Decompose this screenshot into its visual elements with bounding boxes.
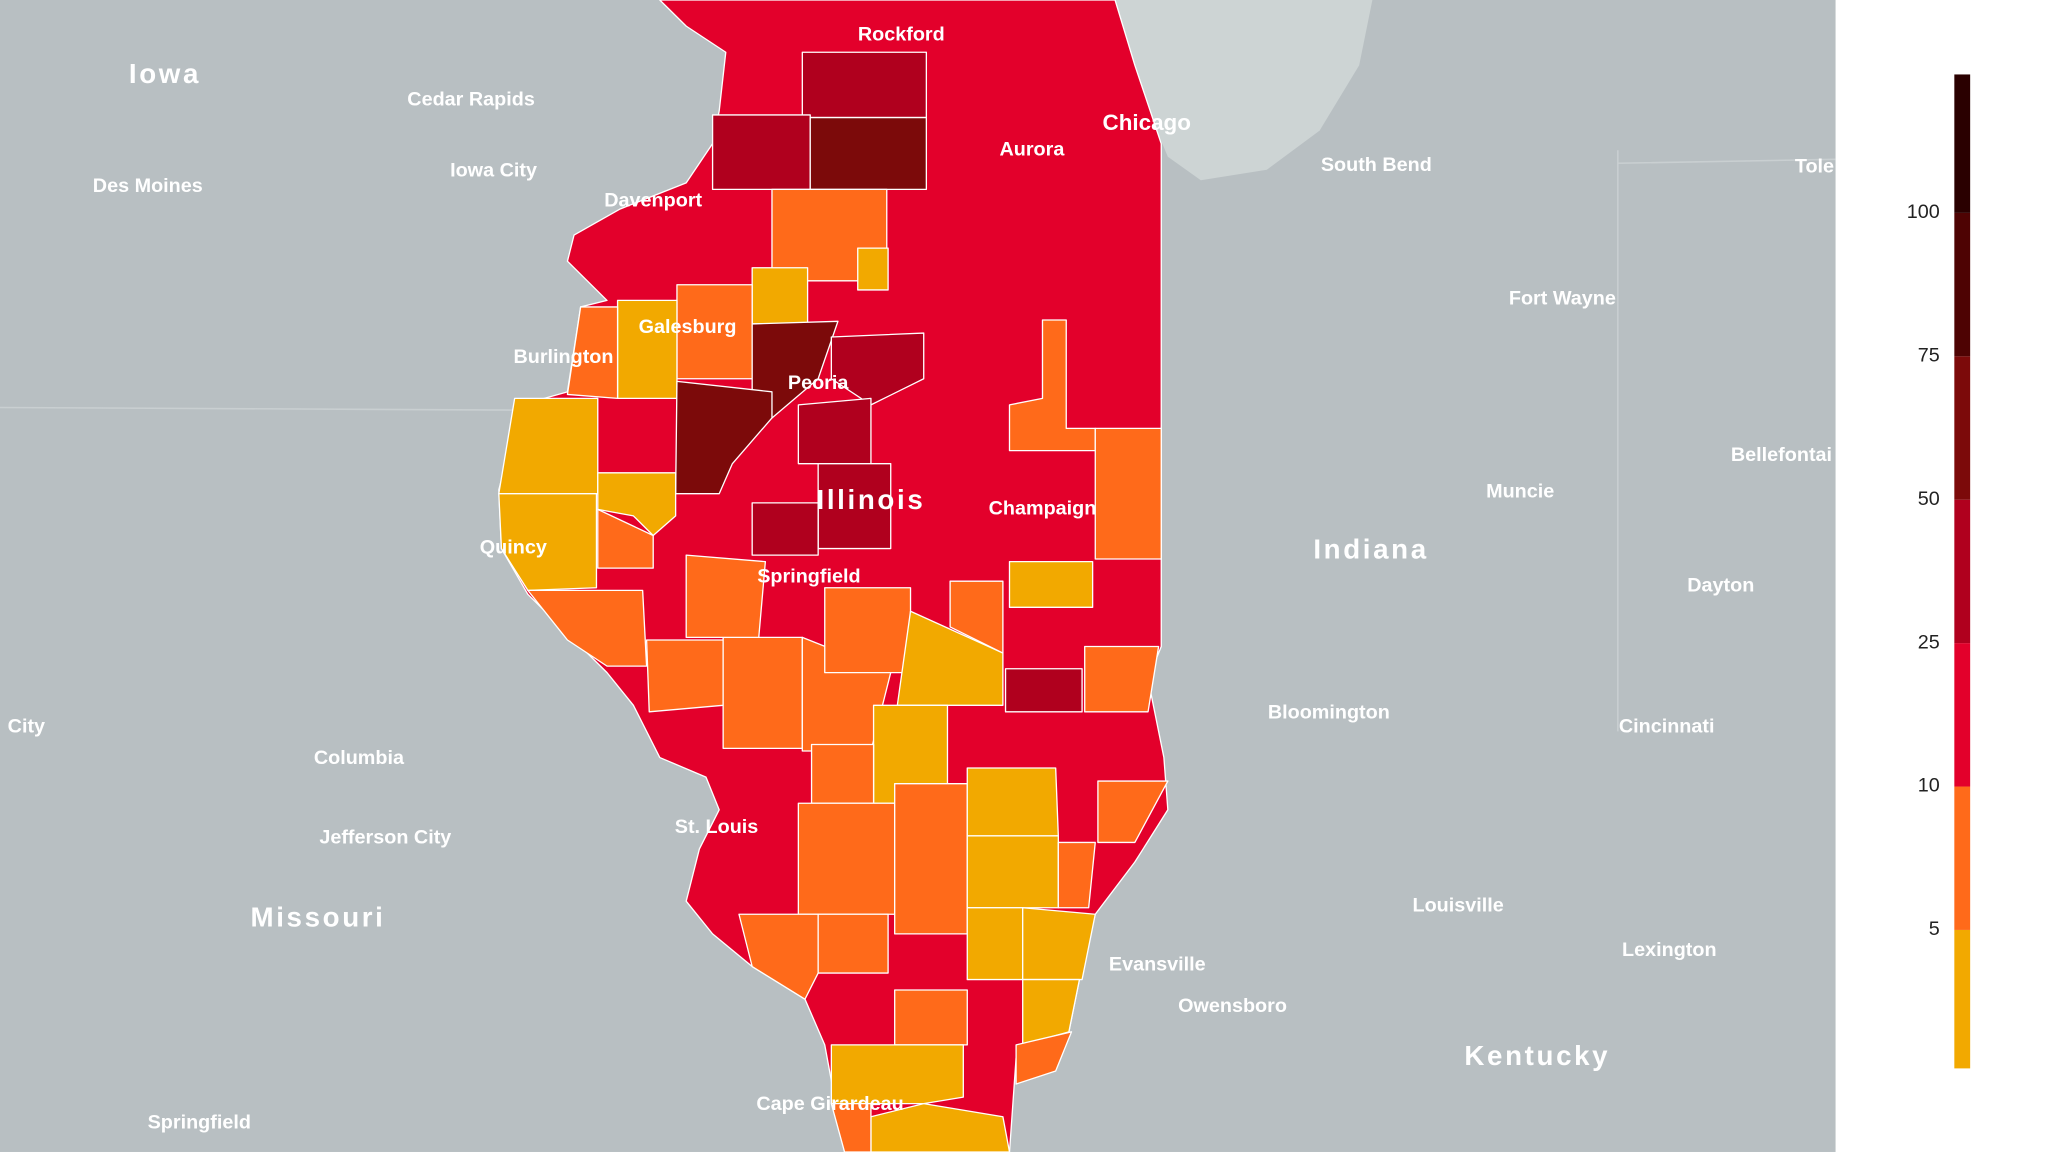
county — [801, 51, 928, 119]
lake-michigan — [1115, 0, 1373, 181]
legend: 5 10 25 50 75 100 — [1907, 74, 1971, 1069]
legend-tick-label: 100 — [1907, 201, 1940, 223]
city-label: Cedar Rapids — [407, 89, 535, 111]
county — [1084, 645, 1160, 713]
city-label: Chicago — [1103, 110, 1191, 135]
county — [949, 580, 1004, 654]
city-label: Springfield — [757, 566, 860, 588]
city-label: St. Louis — [675, 816, 759, 838]
city-label: Quincy — [480, 537, 547, 559]
city-label: Springfield — [148, 1112, 251, 1134]
city-label: Muncie — [1486, 481, 1554, 503]
city-label: Cape Girardeau — [756, 1093, 903, 1115]
county — [685, 554, 767, 639]
county — [797, 802, 896, 915]
county — [1097, 780, 1169, 844]
county — [751, 320, 839, 419]
city-label: Owensboro — [1178, 995, 1287, 1017]
city-label: Fort Wayne — [1509, 287, 1616, 309]
city-label: Bellefontai — [1731, 444, 1832, 466]
city-label: Tole — [1795, 155, 1834, 177]
county — [810, 743, 875, 804]
legend-tick-label: 75 — [1918, 345, 1940, 367]
state-label: Iowa — [129, 58, 201, 89]
county — [896, 610, 1004, 706]
legend-swatch — [1954, 499, 1971, 644]
county — [966, 767, 1059, 837]
legend-tick-label: 50 — [1918, 488, 1940, 510]
county — [830, 1044, 964, 1105]
state-label: Missouri — [251, 902, 386, 933]
city-label: Dayton — [1687, 575, 1754, 597]
county — [1004, 668, 1083, 713]
city-label: Champaign — [989, 498, 1097, 520]
legend-tick-label: 10 — [1918, 775, 1940, 797]
city-label: Iowa City — [450, 159, 537, 181]
city-label: Burlington — [513, 346, 613, 368]
county — [966, 835, 1059, 909]
city-label: South Bend — [1321, 154, 1432, 176]
county — [966, 907, 1024, 981]
city-label: Evansville — [1109, 953, 1206, 975]
city-label: Jefferson City — [319, 827, 451, 849]
county — [817, 913, 889, 974]
county — [1057, 841, 1096, 909]
state-label: Kentucky — [1464, 1040, 1610, 1071]
legend-swatch — [1954, 356, 1971, 500]
place-labels: Iowa Cedar Rapids Des Moines Iowa City D… — [8, 24, 1834, 1134]
county — [722, 636, 803, 750]
city-label: Aurora — [999, 138, 1065, 160]
city-label: Rockford — [858, 24, 945, 46]
map: Iowa Cedar Rapids Des Moines Iowa City D… — [0, 0, 1971, 1152]
county — [645, 639, 724, 713]
city-label: Cincinnati — [1619, 716, 1715, 738]
legend-swatch — [1954, 786, 1971, 930]
county — [498, 493, 598, 592]
county — [751, 267, 809, 325]
county — [824, 587, 912, 674]
county — [738, 913, 819, 1000]
city-label: Columbia — [314, 747, 405, 769]
legend-swatch — [1954, 929, 1971, 1069]
city-label: Peoria — [788, 372, 850, 394]
county — [527, 589, 648, 667]
county — [894, 989, 968, 1046]
city-label: Galesburg — [639, 316, 737, 338]
county — [857, 247, 889, 291]
legend-tick-label: 5 — [1929, 918, 1940, 940]
city-label: Bloomington — [1268, 701, 1390, 723]
state-border — [0, 150, 1836, 732]
county — [809, 116, 928, 191]
legend-tick-label: 25 — [1918, 631, 1940, 653]
city-label: Des Moines — [93, 175, 203, 197]
city-label: City — [8, 716, 45, 738]
county — [566, 306, 619, 400]
county — [498, 397, 599, 495]
county — [894, 783, 968, 935]
legend-swatch — [1954, 643, 1971, 787]
county — [597, 508, 654, 569]
city-label: Davenport — [604, 189, 702, 211]
city-label: Louisville — [1413, 895, 1504, 917]
county — [1094, 427, 1162, 560]
county — [1008, 560, 1094, 608]
county — [1022, 907, 1096, 981]
city-label: Lexington — [1622, 939, 1717, 961]
county — [711, 114, 811, 191]
legend-swatch — [1954, 212, 1971, 357]
illinois — [498, 0, 1169, 1152]
county — [1015, 1031, 1073, 1085]
state-label: Illinois — [817, 484, 926, 515]
legend-swatch — [1954, 74, 1971, 213]
county — [751, 502, 819, 556]
state-label: Indiana — [1313, 534, 1428, 565]
county — [830, 332, 925, 406]
county — [797, 397, 872, 465]
